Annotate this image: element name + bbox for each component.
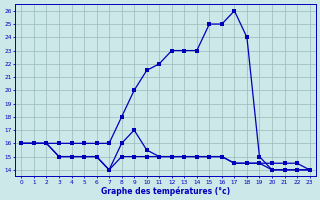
X-axis label: Graphe des températures (°c): Graphe des températures (°c)	[101, 186, 230, 196]
